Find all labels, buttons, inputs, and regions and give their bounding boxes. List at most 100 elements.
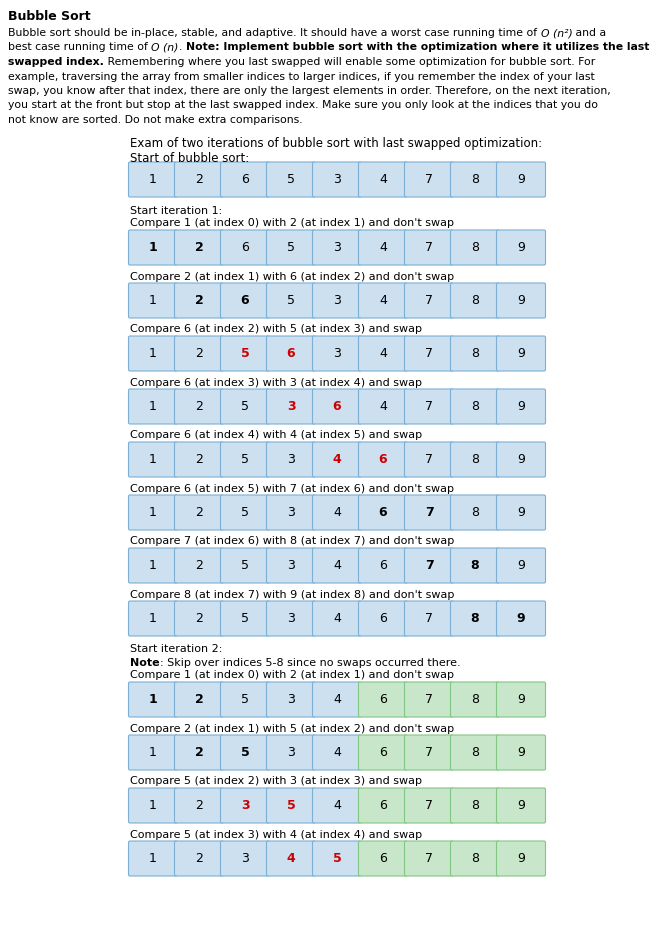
Text: 1: 1 bbox=[149, 746, 157, 759]
Text: 6: 6 bbox=[333, 400, 342, 413]
Text: swap, you know after that index, there are only the largest elements in order. T: swap, you know after that index, there a… bbox=[8, 86, 611, 96]
Text: 2: 2 bbox=[195, 852, 203, 865]
Text: 6: 6 bbox=[379, 693, 387, 706]
Text: Compare 8 (at index 7) with 9 (at index 8) and don't swap: Compare 8 (at index 7) with 9 (at index … bbox=[130, 589, 454, 600]
Text: 7: 7 bbox=[425, 693, 433, 706]
Text: 2: 2 bbox=[195, 746, 203, 759]
Text: 2: 2 bbox=[195, 347, 203, 360]
FancyBboxPatch shape bbox=[267, 389, 316, 424]
FancyBboxPatch shape bbox=[175, 601, 224, 636]
Text: 6: 6 bbox=[379, 559, 387, 572]
Text: 9: 9 bbox=[517, 852, 525, 865]
Text: 3: 3 bbox=[287, 612, 295, 625]
Text: Start iteration 2:: Start iteration 2: bbox=[130, 644, 222, 654]
FancyBboxPatch shape bbox=[267, 336, 316, 371]
Text: 9: 9 bbox=[516, 612, 526, 625]
FancyBboxPatch shape bbox=[359, 548, 408, 583]
Text: 7: 7 bbox=[425, 453, 433, 466]
Text: 5: 5 bbox=[287, 241, 295, 254]
FancyBboxPatch shape bbox=[267, 601, 316, 636]
FancyBboxPatch shape bbox=[496, 841, 545, 876]
FancyBboxPatch shape bbox=[128, 162, 177, 197]
Text: 2: 2 bbox=[195, 241, 203, 254]
Text: 7: 7 bbox=[424, 559, 434, 572]
FancyBboxPatch shape bbox=[267, 162, 316, 197]
FancyBboxPatch shape bbox=[128, 389, 177, 424]
Text: 8: 8 bbox=[471, 453, 479, 466]
FancyBboxPatch shape bbox=[496, 788, 545, 823]
FancyBboxPatch shape bbox=[220, 336, 269, 371]
Text: 6: 6 bbox=[241, 294, 250, 307]
Text: Compare 1 (at index 0) with 2 (at index 1) and don't swap: Compare 1 (at index 0) with 2 (at index … bbox=[130, 219, 454, 228]
FancyBboxPatch shape bbox=[312, 682, 361, 717]
FancyBboxPatch shape bbox=[359, 735, 408, 770]
Text: 4: 4 bbox=[379, 400, 387, 413]
Text: 4: 4 bbox=[333, 693, 341, 706]
FancyBboxPatch shape bbox=[175, 548, 224, 583]
Text: Compare 6 (at index 2) with 5 (at index 3) and swap: Compare 6 (at index 2) with 5 (at index … bbox=[130, 324, 422, 335]
Text: 7: 7 bbox=[425, 852, 433, 865]
FancyBboxPatch shape bbox=[220, 442, 269, 477]
Text: 9: 9 bbox=[517, 746, 525, 759]
Text: 7: 7 bbox=[425, 294, 433, 307]
Text: 2: 2 bbox=[195, 559, 203, 572]
Text: 7: 7 bbox=[425, 799, 433, 812]
FancyBboxPatch shape bbox=[359, 162, 408, 197]
Text: 4: 4 bbox=[333, 799, 341, 812]
FancyBboxPatch shape bbox=[404, 162, 453, 197]
Text: Compare 5 (at index 3) with 4 (at index 4) and swap: Compare 5 (at index 3) with 4 (at index … bbox=[130, 830, 422, 839]
FancyBboxPatch shape bbox=[404, 442, 453, 477]
Text: 1: 1 bbox=[149, 693, 158, 706]
Text: 9: 9 bbox=[517, 400, 525, 413]
Text: 2: 2 bbox=[195, 453, 203, 466]
FancyBboxPatch shape bbox=[404, 230, 453, 265]
FancyBboxPatch shape bbox=[267, 548, 316, 583]
FancyBboxPatch shape bbox=[312, 230, 361, 265]
Text: Bubble Sort: Bubble Sort bbox=[8, 10, 91, 23]
Text: 2: 2 bbox=[195, 173, 203, 186]
Text: : Skip over indices 5-8 since no swaps occurred there.: : Skip over indices 5-8 since no swaps o… bbox=[160, 657, 460, 668]
FancyBboxPatch shape bbox=[451, 548, 500, 583]
FancyBboxPatch shape bbox=[267, 495, 316, 530]
FancyBboxPatch shape bbox=[220, 841, 269, 876]
Text: 9: 9 bbox=[517, 506, 525, 519]
Text: 2: 2 bbox=[195, 506, 203, 519]
Text: 8: 8 bbox=[471, 612, 479, 625]
Text: 1: 1 bbox=[149, 453, 157, 466]
FancyBboxPatch shape bbox=[359, 389, 408, 424]
Text: 4: 4 bbox=[379, 347, 387, 360]
FancyBboxPatch shape bbox=[175, 336, 224, 371]
Text: 1: 1 bbox=[149, 852, 157, 865]
FancyBboxPatch shape bbox=[451, 841, 500, 876]
FancyBboxPatch shape bbox=[267, 788, 316, 823]
FancyBboxPatch shape bbox=[128, 682, 177, 717]
Text: Remembering where you last swapped will enable some optimization for bubble sort: Remembering where you last swapped will … bbox=[104, 57, 595, 67]
Text: 1: 1 bbox=[149, 559, 157, 572]
FancyBboxPatch shape bbox=[312, 548, 361, 583]
Text: 6: 6 bbox=[379, 612, 387, 625]
Text: best case running time of: best case running time of bbox=[8, 42, 152, 53]
Text: 3: 3 bbox=[333, 294, 341, 307]
Text: 9: 9 bbox=[517, 559, 525, 572]
Text: 9: 9 bbox=[517, 799, 525, 812]
Text: 6: 6 bbox=[379, 852, 387, 865]
Text: 7: 7 bbox=[425, 612, 433, 625]
Text: 6: 6 bbox=[241, 241, 249, 254]
Text: 3: 3 bbox=[287, 746, 295, 759]
Text: Compare 2 (at index 1) with 6 (at index 2) and don't swap: Compare 2 (at index 1) with 6 (at index … bbox=[130, 272, 454, 282]
Text: Note: Implement bubble sort with the optimization where it utilizes the last: Note: Implement bubble sort with the opt… bbox=[185, 42, 649, 53]
Text: 5: 5 bbox=[287, 173, 295, 186]
FancyBboxPatch shape bbox=[496, 336, 545, 371]
Text: 1: 1 bbox=[149, 400, 157, 413]
FancyBboxPatch shape bbox=[312, 601, 361, 636]
Text: 2: 2 bbox=[195, 612, 203, 625]
FancyBboxPatch shape bbox=[496, 162, 545, 197]
Text: Exam of two iterations of bubble sort with last swapped optimization:: Exam of two iterations of bubble sort wi… bbox=[130, 138, 542, 151]
FancyBboxPatch shape bbox=[451, 735, 500, 770]
FancyBboxPatch shape bbox=[359, 336, 408, 371]
Text: 4: 4 bbox=[287, 852, 295, 865]
FancyBboxPatch shape bbox=[451, 682, 500, 717]
Text: 5: 5 bbox=[241, 693, 249, 706]
Text: example, traversing the array from smaller indices to larger indices, if you rem: example, traversing the array from small… bbox=[8, 72, 594, 81]
Text: 1: 1 bbox=[149, 173, 157, 186]
